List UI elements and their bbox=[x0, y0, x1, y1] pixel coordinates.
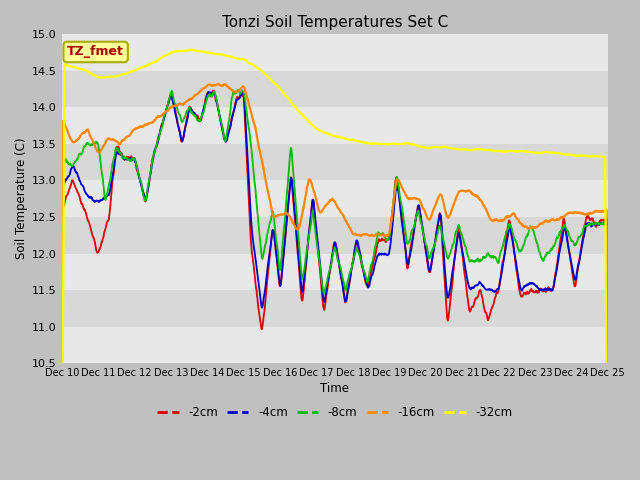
Bar bbox=[62, 71, 608, 107]
Bar bbox=[62, 107, 608, 144]
Bar bbox=[62, 144, 608, 180]
Title: Tonzi Soil Temperatures Set C: Tonzi Soil Temperatures Set C bbox=[221, 15, 448, 30]
X-axis label: Time: Time bbox=[320, 383, 349, 396]
Bar bbox=[62, 253, 608, 290]
Text: TZ_fmet: TZ_fmet bbox=[67, 46, 124, 59]
Bar bbox=[62, 180, 608, 217]
Y-axis label: Soil Temperature (C): Soil Temperature (C) bbox=[15, 138, 28, 259]
Bar bbox=[62, 327, 608, 363]
Bar bbox=[62, 290, 608, 327]
Legend: -2cm, -4cm, -8cm, -16cm, -32cm: -2cm, -4cm, -8cm, -16cm, -32cm bbox=[152, 401, 517, 423]
Bar bbox=[62, 217, 608, 253]
Bar bbox=[62, 34, 608, 71]
